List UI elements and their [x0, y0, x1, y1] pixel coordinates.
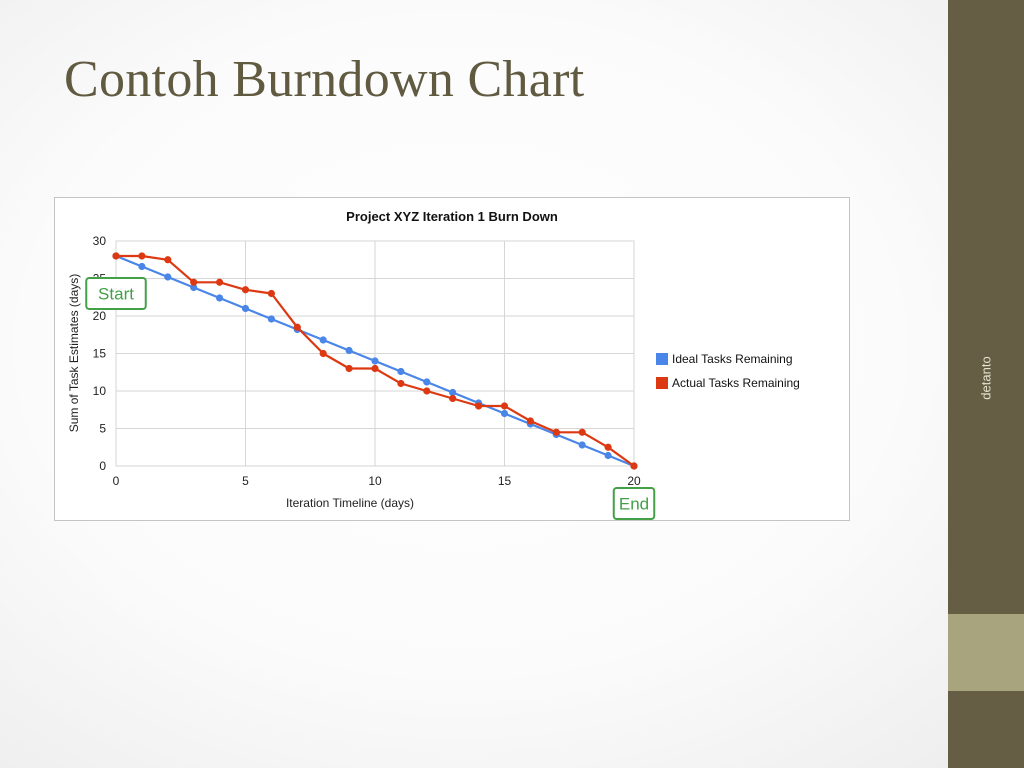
data-point — [190, 283, 198, 292]
y-tick-label: 15 — [93, 347, 107, 361]
annotations: Start End — [85, 277, 656, 520]
data-point — [241, 286, 250, 294]
data-point — [138, 252, 146, 260]
data-point — [604, 451, 612, 460]
data-point — [241, 304, 250, 313]
burndown-chart: Project XYZ Iteration 1 Burn Down Iterat… — [67, 209, 800, 520]
data-point — [267, 315, 275, 323]
legend-swatch — [656, 377, 668, 389]
data-point — [630, 462, 638, 470]
data-point — [345, 364, 353, 373]
data-point — [216, 278, 224, 286]
x-tick-label: 5 — [242, 474, 249, 488]
chart-frame: Project XYZ Iteration 1 Burn Down Iterat… — [54, 197, 850, 521]
data-point — [449, 388, 457, 397]
y-tick-label: 0 — [99, 459, 106, 473]
legend-label: Actual Tasks Remaining — [672, 376, 800, 390]
y-tick-label: 30 — [93, 234, 107, 248]
data-point — [526, 417, 534, 425]
x-axis-label: Iteration Timeline (days) — [286, 496, 414, 510]
data-point — [345, 346, 353, 355]
data-point — [500, 409, 509, 418]
data-point — [216, 294, 224, 302]
data-point — [500, 402, 509, 410]
data-point — [423, 387, 431, 395]
x-tick-label: 10 — [368, 474, 382, 488]
series — [112, 252, 638, 470]
data-point — [112, 252, 120, 260]
annotation-label: Start — [98, 285, 134, 304]
slide-title: Contoh Burndown Chart — [64, 51, 585, 108]
data-point — [449, 394, 457, 403]
data-point — [190, 278, 198, 286]
x-tick-label: 20 — [627, 474, 641, 488]
annotation-box — [85, 277, 147, 310]
annotation-box — [612, 487, 656, 520]
data-point — [397, 367, 405, 376]
data-point — [267, 289, 275, 298]
data-point — [397, 379, 405, 388]
legend-swatch — [656, 353, 668, 365]
y-tick-label: 5 — [99, 422, 106, 436]
data-point — [371, 364, 379, 373]
data-point — [293, 323, 301, 331]
legend-label: Ideal Tasks Remaining — [672, 352, 793, 366]
data-point — [138, 262, 146, 271]
sidebar-accent-block — [948, 614, 1024, 691]
data-point — [578, 428, 586, 436]
data-point — [475, 402, 483, 410]
x-tick-label: 0 — [113, 474, 120, 488]
y-axis-label: Sum of Task Estimates (days) — [67, 274, 81, 433]
legend: Ideal Tasks Remaining Actual Tasks Remain… — [656, 352, 800, 390]
data-point — [604, 443, 612, 451]
data-point — [578, 441, 586, 449]
data-point — [164, 256, 172, 264]
data-point — [164, 273, 172, 281]
data-point — [552, 428, 560, 436]
x-tick-label: 15 — [498, 474, 512, 488]
y-tick-label: 10 — [93, 384, 107, 398]
data-point — [423, 378, 431, 386]
annotation-label: End — [619, 495, 649, 514]
y-tick-label: 20 — [93, 309, 107, 323]
data-point — [319, 349, 327, 358]
data-point — [371, 357, 379, 365]
chart-title: Project XYZ Iteration 1 Burn Down — [346, 209, 558, 224]
sidebar-label: detanto — [978, 356, 994, 400]
data-point — [319, 336, 327, 344]
